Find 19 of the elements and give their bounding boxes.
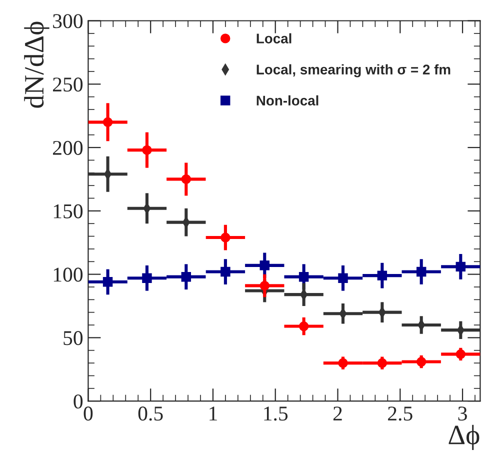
x-tick-label: 0 (84, 406, 93, 421)
y-tick-label: 250 (53, 78, 83, 92)
legend-label: Non-local (256, 95, 318, 106)
x-tick-label: 3 (458, 406, 467, 421)
y-tick-label: 150 (54, 204, 83, 218)
x-tick-label: 1.5 (264, 406, 288, 421)
y-tick-label: 300 (53, 14, 83, 28)
y-tick-label: 50 (64, 331, 83, 346)
y-axis-title: dN/dΔϕ (24, 22, 50, 108)
x-tick-label: 1 (210, 406, 217, 420)
x-tick-label: 2 (333, 406, 342, 420)
legend-label: Local (256, 33, 292, 44)
legend-label: Local, smearing with σ = 2 fm (256, 64, 450, 78)
x-axis-title: Δϕ (448, 424, 480, 450)
x-tick-label: 2.5 (388, 406, 412, 421)
y-tick-label: 100 (54, 268, 83, 282)
x-tick-label: 0.5 (138, 406, 163, 421)
y-tick-label: 0 (74, 394, 83, 409)
y-tick-label: 200 (53, 140, 83, 155)
